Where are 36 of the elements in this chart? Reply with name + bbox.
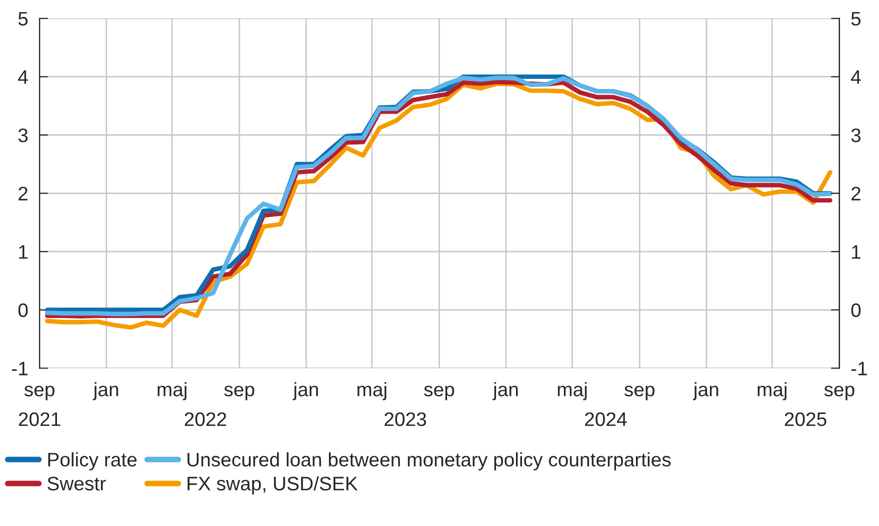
- y-tick-label: 5: [18, 12, 28, 26]
- x2-tick-label: 2023: [384, 412, 426, 426]
- y-tick-label: 3: [18, 128, 28, 142]
- legend-label: Swestr: [48, 476, 106, 490]
- y2-tick-label: 5: [851, 12, 861, 26]
- y2-tick-label: 3: [851, 128, 861, 142]
- x-tick-label: sep: [24, 386, 54, 400]
- y-tick-label: 2: [18, 186, 28, 200]
- x-tick-label: sep: [224, 386, 254, 400]
- y2-tick-label: -1: [851, 362, 867, 376]
- y2-tick-label: 2: [852, 186, 860, 200]
- y-tick-label: 4: [18, 70, 28, 84]
- x-tick-label: jan: [692, 382, 718, 400]
- legend-label: FX swap, USD/SEK: [188, 476, 358, 494]
- x-tick-label: maj: [158, 382, 186, 400]
- x-tick-label: jan: [492, 382, 518, 400]
- x-tick-label: jan: [92, 382, 118, 400]
- y-tick-label: -1: [12, 362, 28, 376]
- x-tick-label: jan: [292, 382, 318, 400]
- x-tick-label: sep: [624, 386, 654, 400]
- x-tick-label: maj: [558, 382, 587, 400]
- y2-tick-label: 4: [851, 70, 861, 84]
- y2-tick-label: 1: [852, 245, 860, 259]
- x2-tick-label: 2025: [784, 412, 826, 426]
- legend-label: Policy rate: [48, 452, 137, 470]
- x-tick-label: sep: [824, 386, 854, 400]
- x2-tick-label: 2022: [184, 412, 226, 426]
- y-tick-label: 1: [19, 245, 28, 259]
- x-tick-label: maj: [358, 382, 386, 400]
- y-tick-label: 0: [18, 303, 28, 318]
- y2-tick-label: 0: [851, 303, 861, 318]
- legend-label: Unsecured loan between monetary policy counterparties: [188, 452, 671, 470]
- x2-tick-label: 2021: [18, 412, 60, 426]
- x-tick-label: sep: [424, 386, 454, 400]
- x-tick-label: maj: [758, 382, 786, 400]
- x2-tick-label: 2024: [585, 412, 627, 426]
